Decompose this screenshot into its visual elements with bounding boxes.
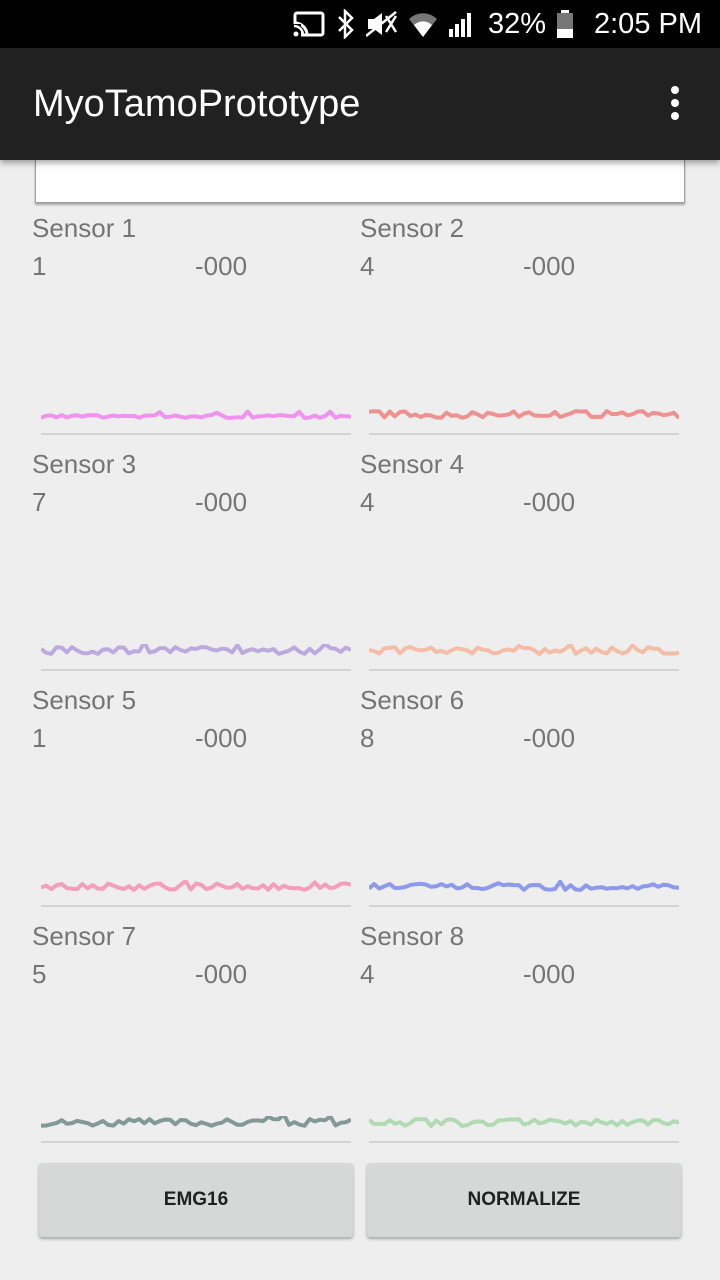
more-vert-icon[interactable] [660,86,690,126]
sensor-3-sparkline [41,644,351,671]
sparkline-series [41,409,351,420]
sensor-value: 1 [32,251,47,281]
signal-icon [448,13,471,37]
sensor-3-panel: Sensor 3 7 -000 [32,449,360,685]
sensor-value: 5 [32,959,47,989]
sensor-name: Sensor 5 [32,685,137,715]
status-bar: 32% 2:05 PM [0,0,720,48]
sensor-1-panel: Sensor 1 1 -000 [32,213,360,449]
sensor-7-panel: Sensor 7 5 -000 [32,921,360,1157]
top-card [35,160,685,203]
sensor-reading: -000 [195,487,248,517]
app-bar: MyoTamoPrototype [0,48,720,160]
sensor-value: 8 [360,723,375,753]
sensor-name: Sensor 4 [360,449,465,479]
sensor-name: Sensor 6 [360,685,465,715]
sparkline-series [41,644,351,656]
sensor-name: Sensor 7 [32,921,137,951]
sensor-2-sparkline [369,409,679,435]
emg16-button[interactable]: EMG16 [39,1163,353,1237]
battery-percent: 32% [487,7,546,40]
sensor-value: 4 [360,959,375,989]
sparkline-series [369,880,679,892]
sensor-reading: -000 [523,723,576,753]
app-title: MyoTamoPrototype [33,83,361,125]
sensor-name: Sensor 3 [32,449,137,479]
sparkline-series [41,880,351,892]
sensor-reading: -000 [195,251,248,281]
sensor-5-sparkline [41,880,351,907]
sparkline-series [369,1117,679,1128]
sensor-4-panel: Sensor 4 4 -000 [360,449,688,685]
sensor-value: 4 [360,487,375,517]
sensor-name: Sensor 1 [32,213,137,243]
sensor-8-panel: Sensor 8 4 -000 [360,921,688,1157]
sensor-1-sparkline [41,409,351,435]
sensor-reading: -000 [523,487,576,517]
normalize-button[interactable]: NORMALIZE [367,1163,681,1237]
sensor-value: 4 [360,251,375,281]
cast-icon [291,11,325,38]
battery-icon [557,10,573,38]
sparkline-series [369,644,679,656]
mute-icon [365,11,398,37]
sensor-4-sparkline [369,644,679,671]
sensor-reading: -000 [195,723,248,753]
sensor-6-panel: Sensor 6 8 -000 [360,685,688,921]
sensor-reading: -000 [195,959,248,989]
sparkline-series [369,409,679,420]
sensor-reading: -000 [523,959,576,989]
sensor-6-sparkline [369,880,679,907]
sparkline-series [41,1116,351,1128]
sensor-5-panel: Sensor 5 1 -000 [32,685,360,921]
bluetooth-icon [338,9,354,39]
sensor-value: 1 [32,723,47,753]
sensor-2-panel: Sensor 2 4 -000 [360,213,688,449]
wifi-icon [408,13,437,37]
sensor-7-sparkline [41,1116,351,1143]
sensor-name: Sensor 8 [360,921,465,951]
sensor-8-sparkline [369,1117,679,1143]
sensor-name: Sensor 2 [360,213,465,243]
sensor-value: 7 [32,487,47,517]
sensor-reading: -000 [523,251,576,281]
clock: 2:05 PM [594,7,702,40]
